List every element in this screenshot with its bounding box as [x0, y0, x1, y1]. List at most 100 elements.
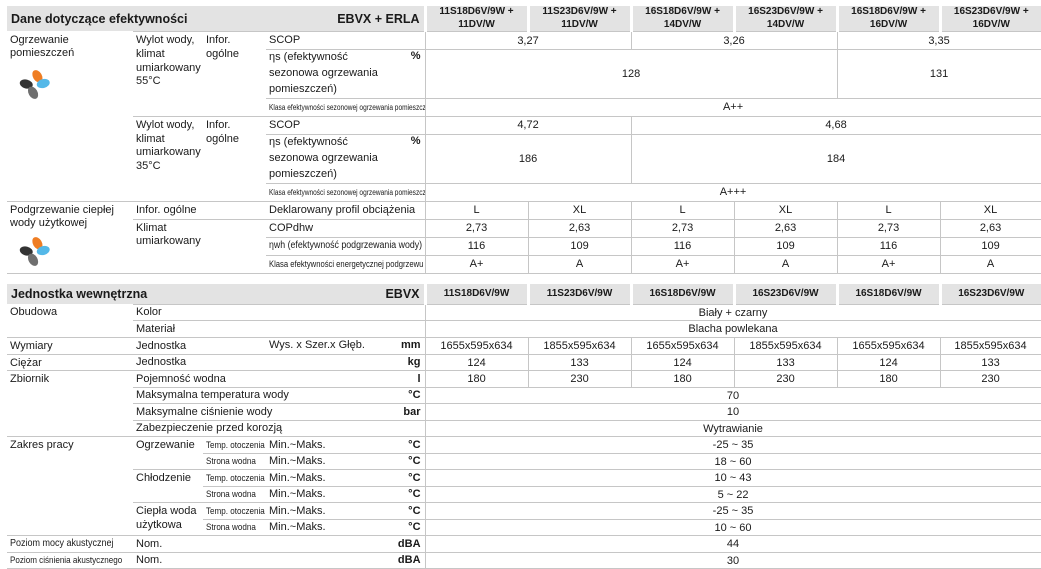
param-copdhw: COPdhw: [266, 218, 426, 238]
category-operation-range: Zakres pracy: [7, 436, 133, 536]
value-cell: 133: [939, 353, 1041, 371]
unit-label: °C: [408, 389, 421, 402]
unit-label: %: [410, 134, 421, 147]
param-etas: ηs (efektywność sezonowa ogrzewania pomi…: [266, 49, 426, 99]
sub-label-water: Strona wodna: [203, 452, 266, 470]
value-cell: 1655x595x634: [630, 336, 735, 355]
category-tank: Zbiornik: [7, 370, 133, 437]
group-label-35: Wylot wody, klimat umiarkowany 35°C: [133, 115, 203, 202]
column-header: 11S23D6V/9W + 11DV/W: [526, 6, 632, 32]
param-sound-pressure: Nom. dBA: [133, 551, 426, 569]
value-cell: 5 ~ 22: [424, 485, 1041, 503]
value-cell: 133: [733, 353, 838, 371]
value-cell: Biały + czarny: [424, 303, 1041, 321]
sub-label-ambient: Temp. otoczenia: [203, 469, 266, 487]
info-label: Infor. ogólne: [203, 115, 266, 202]
efficiency-table: Dane dotyczące efektywności EBVX + ERLA …: [7, 6, 1041, 274]
value-cell: 10: [424, 403, 1041, 421]
value-cell: 186: [424, 133, 632, 184]
param-material: Materiał: [133, 320, 426, 338]
value-cell: Wytrawianie: [424, 419, 1041, 437]
value-cell: 109: [527, 236, 632, 256]
value-cell: 180: [630, 370, 735, 388]
param-etas: ηs (efektywność sezonowa ogrzewania pomi…: [266, 133, 426, 184]
sub-label-ambient: Temp. otoczenia: [203, 502, 266, 520]
column-header: 16S23D6V/9W + 16DV/W: [938, 6, 1041, 32]
value-cell: 1655x595x634: [836, 336, 941, 355]
value-cell: L: [630, 200, 735, 220]
value-cell: XL: [939, 200, 1041, 220]
column-header: 16S18D6V/9W: [835, 283, 941, 305]
param-range: Min.~Maks. °C: [266, 518, 426, 536]
column-header: 11S18D6V/9W: [423, 283, 529, 305]
unit-label: dBA: [397, 554, 421, 567]
category-dimensions: Wymiary: [7, 336, 133, 355]
value-cell: A+++: [424, 182, 1041, 202]
value-cell: 109: [733, 236, 838, 256]
unit-label: °C: [408, 438, 421, 451]
section-title: Jednostka wewnętrzna: [11, 286, 148, 301]
value-cell: 133: [527, 353, 632, 371]
value-cell: 2,73: [424, 218, 529, 238]
series-label: EBVX: [385, 286, 420, 301]
category-weight: Ciężar: [7, 353, 133, 371]
unit-label: °C: [408, 521, 421, 534]
param-color: Kolor: [133, 303, 426, 321]
param-range: Min.~Maks. °C: [266, 485, 426, 503]
param-class: Klasa efektywności sezonowej ogrzewania …: [266, 97, 426, 117]
value-cell: 116: [424, 236, 529, 256]
value-cell: 124: [424, 353, 529, 371]
unit-label: dBA: [397, 537, 421, 550]
param-max-pressure: Maksymalne ciśnienie wody bar: [133, 403, 426, 421]
param-water-class: Klasa efektywności energetycznej podgrze…: [266, 254, 426, 274]
value-cell: 2,63: [527, 218, 632, 238]
param-corrosion: Zabezpieczenie przed korozją: [133, 419, 426, 437]
param-range: Min.~Maks. °C: [266, 452, 426, 470]
value-cell: 124: [836, 353, 941, 371]
param-range: Min.~Maks. °C: [266, 469, 426, 487]
value-cell: A+: [424, 254, 529, 274]
category-dhw: Podgrzewanie ciepłej wody użytkowej: [7, 200, 133, 274]
value-cell: A: [733, 254, 838, 274]
param-capacity: Pojemność wodna l: [133, 370, 426, 388]
column-header: 16S18D6V/9W + 14DV/W: [629, 6, 735, 32]
param-weight: Jednostka kg: [133, 353, 426, 371]
column-header: 16S23D6V/9W: [938, 283, 1041, 305]
sub-label-water: Strona wodna: [203, 518, 266, 536]
value-cell: 1855x595x634: [733, 336, 838, 355]
param-range: Min.~Maks. °C: [266, 436, 426, 454]
value-cell: Blacha powlekana: [424, 320, 1041, 338]
section-header: Jednostka wewnętrzna EBVX: [7, 283, 426, 305]
value-cell: -25 ~ 35: [424, 502, 1041, 520]
value-cell: A++: [424, 97, 1041, 117]
unit-label: °C: [408, 504, 421, 517]
mode-label-dhw: Ciepła woda użytkowa: [133, 502, 203, 536]
value-cell: 2,73: [836, 218, 941, 238]
value-cell: 2,63: [939, 218, 1041, 238]
unit-label: °C: [408, 455, 421, 468]
value-cell: 2,63: [733, 218, 838, 238]
value-cell: 3,26: [630, 31, 838, 50]
param-class: Klasa efektywności sezonowej ogrzewania …: [266, 182, 426, 202]
value-cell: 1855x595x634: [939, 336, 1041, 355]
unit-label: mm: [400, 339, 421, 352]
mode-label-cooling: Chłodzenie: [133, 469, 203, 503]
sub-label-water: Strona wodna: [203, 485, 266, 503]
climate-label: Klimat umiarkowany: [133, 218, 266, 274]
value-cell: A: [527, 254, 632, 274]
column-header: 16S18D6V/9W + 16DV/W: [835, 6, 941, 32]
category-casing: Obudowa: [10, 306, 58, 319]
unit-label: %: [410, 50, 421, 62]
param-sound-power: Nom. dBA: [133, 535, 426, 553]
value-cell: 116: [836, 236, 941, 256]
category-space-heating: Ogrzewanie pomieszczeń: [7, 32, 133, 202]
mode-label-heating: Ogrzewanie: [133, 436, 203, 470]
param-dimensions: Wys. x Szer.x Głęb. mm: [266, 336, 426, 355]
sub-label-ambient: Temp. otoczenia: [203, 436, 266, 454]
value-cell: 70: [424, 386, 1041, 404]
indoor-unit-table: Jednostka wewnętrzna EBVX 11S18D6V/9W 11…: [7, 283, 1041, 569]
param-max-temp: Maksymalna temperatura wody °C: [133, 386, 426, 404]
value-cell: 10 ~ 43: [424, 469, 1041, 487]
value-cell: 116: [630, 236, 735, 256]
